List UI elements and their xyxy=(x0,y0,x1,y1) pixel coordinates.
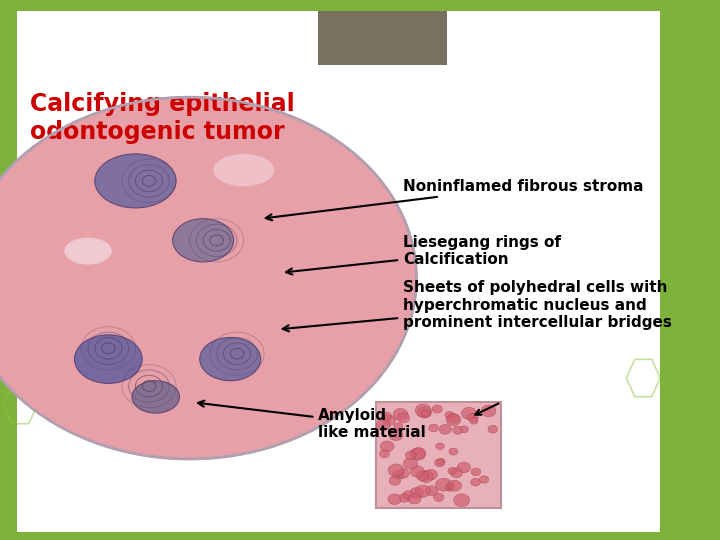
FancyBboxPatch shape xyxy=(17,11,660,532)
Ellipse shape xyxy=(64,238,112,265)
Bar xyxy=(318,11,447,65)
Circle shape xyxy=(459,426,469,433)
Circle shape xyxy=(426,486,438,496)
Circle shape xyxy=(389,429,403,441)
Circle shape xyxy=(449,448,458,455)
Circle shape xyxy=(481,405,496,417)
Circle shape xyxy=(462,407,477,420)
Circle shape xyxy=(393,408,408,420)
Circle shape xyxy=(436,478,451,491)
Circle shape xyxy=(397,469,409,478)
Text: Liesegang rings of
Calcification: Liesegang rings of Calcification xyxy=(286,235,561,274)
Circle shape xyxy=(403,491,413,499)
Text: Amyloid
like material: Amyloid like material xyxy=(198,401,426,440)
Ellipse shape xyxy=(132,381,179,413)
Circle shape xyxy=(432,405,442,413)
Bar xyxy=(376,402,501,508)
Circle shape xyxy=(451,468,463,478)
Circle shape xyxy=(394,423,402,430)
Circle shape xyxy=(408,494,421,504)
Circle shape xyxy=(457,462,471,472)
Circle shape xyxy=(435,459,444,467)
Circle shape xyxy=(388,464,404,477)
Ellipse shape xyxy=(173,219,233,262)
Ellipse shape xyxy=(74,335,142,383)
Circle shape xyxy=(424,469,437,480)
Circle shape xyxy=(382,412,392,420)
Circle shape xyxy=(446,414,461,426)
Circle shape xyxy=(399,494,410,502)
Circle shape xyxy=(418,407,431,418)
Circle shape xyxy=(415,485,430,497)
Circle shape xyxy=(418,471,433,482)
Circle shape xyxy=(436,443,444,450)
Text: Noninflamed fibrous stroma: Noninflamed fibrous stroma xyxy=(266,179,644,220)
Circle shape xyxy=(446,483,455,490)
Circle shape xyxy=(453,426,463,434)
Circle shape xyxy=(445,411,454,418)
Circle shape xyxy=(397,413,410,423)
Circle shape xyxy=(382,415,395,426)
Circle shape xyxy=(377,420,390,431)
Circle shape xyxy=(471,478,480,486)
Ellipse shape xyxy=(95,154,176,208)
Circle shape xyxy=(0,97,416,459)
Circle shape xyxy=(388,494,401,504)
Circle shape xyxy=(437,458,445,465)
Ellipse shape xyxy=(199,338,261,381)
Circle shape xyxy=(470,417,478,424)
Circle shape xyxy=(448,468,456,474)
Circle shape xyxy=(445,484,454,491)
Circle shape xyxy=(471,468,481,476)
Circle shape xyxy=(410,488,423,498)
Circle shape xyxy=(380,441,394,452)
Circle shape xyxy=(412,448,426,458)
Circle shape xyxy=(488,426,498,433)
Circle shape xyxy=(421,410,431,417)
Circle shape xyxy=(467,413,478,422)
Text: Sheets of polyhedral cells with
hyperchromatic nucleus and
prominent intercellul: Sheets of polyhedral cells with hyperchr… xyxy=(283,280,672,332)
Circle shape xyxy=(379,450,390,458)
Ellipse shape xyxy=(213,154,274,186)
Circle shape xyxy=(403,458,418,469)
Circle shape xyxy=(410,466,424,477)
Circle shape xyxy=(405,451,416,460)
Circle shape xyxy=(410,448,426,460)
Circle shape xyxy=(428,424,438,432)
Circle shape xyxy=(389,476,400,485)
Circle shape xyxy=(480,476,489,483)
Circle shape xyxy=(415,404,431,417)
Circle shape xyxy=(433,493,444,502)
Circle shape xyxy=(392,470,404,479)
Circle shape xyxy=(448,480,462,491)
Circle shape xyxy=(448,414,460,423)
Circle shape xyxy=(454,494,469,507)
Circle shape xyxy=(416,471,428,481)
Text: Calcifying epithelial
odontogenic tumor: Calcifying epithelial odontogenic tumor xyxy=(30,92,295,144)
Circle shape xyxy=(439,424,451,434)
